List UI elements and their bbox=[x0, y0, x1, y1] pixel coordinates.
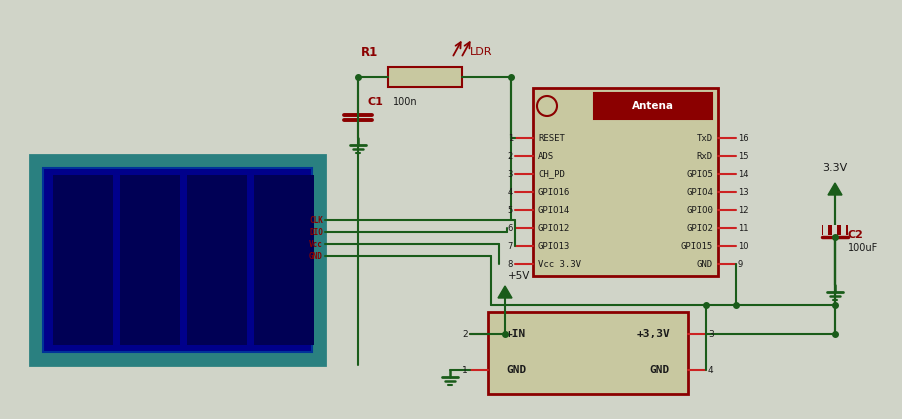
Text: 11: 11 bbox=[737, 223, 748, 233]
FancyBboxPatch shape bbox=[840, 225, 845, 235]
Text: 15: 15 bbox=[737, 152, 748, 160]
FancyBboxPatch shape bbox=[487, 312, 687, 394]
Text: 14: 14 bbox=[737, 170, 748, 178]
Text: 100uF: 100uF bbox=[847, 243, 878, 253]
Text: 1: 1 bbox=[462, 365, 467, 375]
Text: 2: 2 bbox=[462, 329, 467, 339]
Text: LDR: LDR bbox=[469, 47, 492, 57]
Text: GND: GND bbox=[649, 365, 669, 375]
FancyBboxPatch shape bbox=[831, 225, 836, 235]
Text: GPIO0: GPIO0 bbox=[686, 205, 713, 215]
FancyBboxPatch shape bbox=[594, 93, 711, 119]
Polygon shape bbox=[827, 183, 841, 195]
Text: CH_PD: CH_PD bbox=[538, 170, 565, 178]
Text: CLK: CLK bbox=[308, 215, 323, 225]
Text: 3: 3 bbox=[507, 170, 512, 178]
Text: DIO: DIO bbox=[308, 228, 323, 236]
Text: GND: GND bbox=[308, 251, 323, 261]
FancyBboxPatch shape bbox=[388, 67, 462, 87]
Text: Vcc 3.3V: Vcc 3.3V bbox=[538, 259, 580, 269]
Text: 4: 4 bbox=[707, 365, 713, 375]
Text: GPIO2: GPIO2 bbox=[686, 223, 713, 233]
Text: 3: 3 bbox=[707, 329, 713, 339]
Circle shape bbox=[537, 96, 557, 116]
Text: +IN: +IN bbox=[505, 329, 526, 339]
Text: 2: 2 bbox=[507, 152, 512, 160]
FancyBboxPatch shape bbox=[120, 175, 179, 345]
FancyBboxPatch shape bbox=[532, 88, 717, 276]
Text: 13: 13 bbox=[737, 187, 748, 197]
Text: +3,3V: +3,3V bbox=[636, 329, 669, 339]
Text: Vcc: Vcc bbox=[308, 240, 323, 248]
Text: GPIO4: GPIO4 bbox=[686, 187, 713, 197]
Polygon shape bbox=[497, 286, 511, 298]
Text: 16: 16 bbox=[737, 134, 748, 142]
Text: GPIO15: GPIO15 bbox=[680, 241, 713, 251]
Text: Antena: Antena bbox=[631, 101, 673, 111]
Text: ADS: ADS bbox=[538, 152, 554, 160]
Text: 4: 4 bbox=[507, 187, 512, 197]
FancyBboxPatch shape bbox=[53, 175, 113, 345]
Text: GPIO12: GPIO12 bbox=[538, 223, 570, 233]
Text: 5: 5 bbox=[507, 205, 512, 215]
Text: 12: 12 bbox=[737, 205, 748, 215]
Text: 6: 6 bbox=[507, 223, 512, 233]
Text: +5V: +5V bbox=[508, 271, 529, 281]
FancyBboxPatch shape bbox=[187, 175, 247, 345]
Text: C2: C2 bbox=[847, 230, 863, 240]
Text: RESET: RESET bbox=[538, 134, 565, 142]
Text: GND: GND bbox=[696, 259, 713, 269]
Text: 8: 8 bbox=[507, 259, 512, 269]
Text: 10: 10 bbox=[737, 241, 748, 251]
FancyBboxPatch shape bbox=[253, 175, 314, 345]
Text: 9: 9 bbox=[737, 259, 742, 269]
Text: 1: 1 bbox=[507, 134, 512, 142]
Text: 100n: 100n bbox=[392, 97, 417, 107]
Text: GND: GND bbox=[505, 365, 526, 375]
Text: R1: R1 bbox=[361, 46, 378, 59]
FancyBboxPatch shape bbox=[30, 155, 325, 365]
Text: 7: 7 bbox=[507, 241, 512, 251]
Text: C1: C1 bbox=[368, 97, 383, 107]
Text: 3.3V: 3.3V bbox=[822, 163, 847, 173]
Text: RxD: RxD bbox=[696, 152, 713, 160]
Text: TxD: TxD bbox=[696, 134, 713, 142]
Text: GPIO16: GPIO16 bbox=[538, 187, 570, 197]
Text: GPIO13: GPIO13 bbox=[538, 241, 570, 251]
Text: GPIO5: GPIO5 bbox=[686, 170, 713, 178]
FancyBboxPatch shape bbox=[43, 168, 312, 352]
FancyBboxPatch shape bbox=[821, 225, 847, 235]
FancyBboxPatch shape bbox=[822, 225, 827, 235]
Text: GPIO14: GPIO14 bbox=[538, 205, 570, 215]
